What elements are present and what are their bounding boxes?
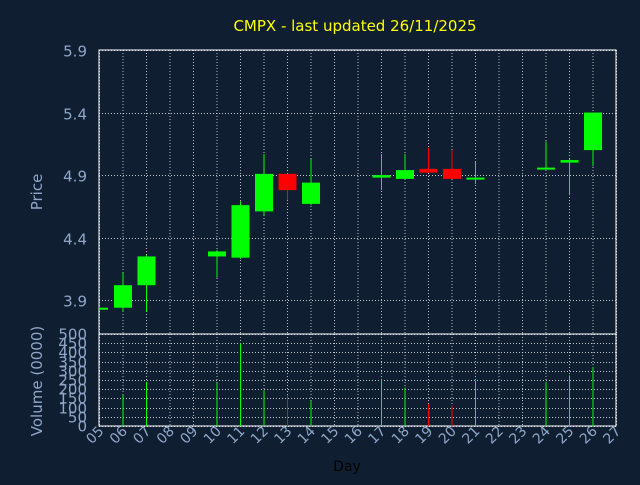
price-candles	[99, 112, 602, 312]
price-tick-label: 4.4	[63, 231, 87, 249]
volume-tick-label: 450	[58, 335, 87, 353]
candle-body	[137, 256, 156, 286]
candle-body	[99, 307, 108, 310]
volume-tick-label: 350	[58, 354, 87, 372]
candle-body	[302, 182, 320, 204]
volume-tick-label: 400	[58, 344, 87, 362]
volume-tick-label: 0	[77, 418, 87, 436]
volume-tick-label: 50	[68, 409, 87, 427]
price-panel: 3.9 4.4 4.9 5.4 5.9 Price	[28, 43, 617, 335]
candle-body	[231, 205, 250, 258]
price-y-ticks: 3.9 4.4 4.9 5.4 5.9	[63, 43, 87, 311]
volume-tick-label: 200	[58, 381, 87, 399]
candle-body	[560, 160, 579, 163]
volume-tick-label: 250	[58, 372, 87, 390]
price-tick-label: 4.9	[63, 168, 87, 186]
candle-body	[584, 112, 602, 151]
price-tick-label: 5.9	[63, 43, 87, 61]
candle-body	[208, 251, 226, 257]
volume-tick-label: 300	[58, 363, 87, 381]
price-tick-label: 5.4	[63, 106, 87, 124]
candle-body	[443, 168, 461, 179]
x-axis-label: Day	[333, 459, 361, 475]
x-ticks: 05 06 07 08 09 10 11 12 13 14 15 16 17 18 19 20 21 22 23 24…	[83, 423, 624, 447]
candle-body	[278, 173, 297, 191]
volume-tick-label: 500	[58, 326, 87, 344]
candle-body	[372, 175, 391, 178]
candle-body	[114, 285, 132, 308]
volume-bars	[122, 343, 594, 426]
candle-body	[396, 170, 414, 179]
price-tick-label: 3.9	[63, 293, 87, 311]
volume-panel-frame	[98, 333, 617, 427]
price-axis-label: Price	[28, 174, 46, 211]
volume-tick-label: 150	[58, 390, 87, 408]
chart-title: CMPX - last updated 26/11/2025	[233, 17, 476, 35]
candle-body	[419, 168, 438, 173]
volume-tick-label: 100	[58, 400, 87, 418]
volume-axis-label: Volume (0000)	[28, 326, 46, 436]
candle-body	[255, 173, 273, 212]
candle-body	[466, 177, 485, 180]
candle-body	[537, 167, 555, 170]
